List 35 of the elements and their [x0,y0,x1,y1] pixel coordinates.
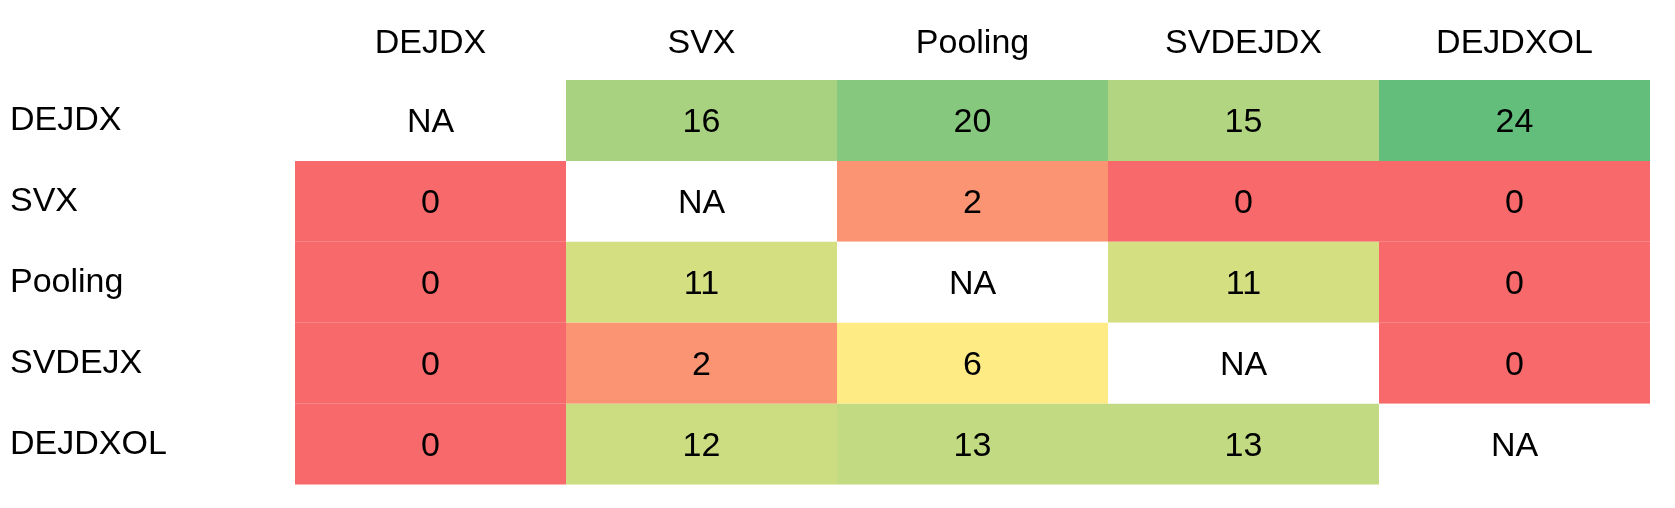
data-label: 0 [421,343,440,382]
data-label: 11 [1225,262,1262,301]
y-tick-label: SVX [10,179,79,218]
x-tick-label: DEJDX [374,21,487,60]
data-label: 13 [1224,424,1263,463]
text: NA [406,100,455,139]
data-label: 2 [692,343,711,382]
text: NA [1490,424,1539,463]
data-label: 0 [421,424,440,463]
data-label: 20 [953,100,992,139]
text: NA [1219,343,1268,382]
data-label: 0 [1505,262,1524,301]
text: NA [677,181,726,220]
data-label: 13 [953,424,992,463]
data-label: 0 [421,181,440,220]
data-label: 0 [421,262,440,301]
data-label: 11 [683,262,720,301]
data-label: 15 [1224,100,1263,139]
data-label: 2 [963,181,982,220]
y-tick-label: DEJDXOL [10,422,167,461]
data-label: 0 [1505,343,1524,382]
y-tick-label: Pooling [10,260,124,299]
x-tick-label: Pooling [915,21,1030,60]
data-label: 6 [963,343,982,382]
x-tick-label: SVX [667,21,736,60]
x-tick-label: DEJDXOL [1436,21,1593,60]
data-label: 12 [682,424,721,463]
data-label: 24 [1495,100,1534,139]
data-label: 0 [1505,181,1524,220]
y-tick-label: SVDEJX [10,341,143,380]
data-label: 16 [682,100,721,139]
x-tick-label: SVDEJDX [1165,21,1322,60]
data-label: 0 [1234,181,1253,220]
y-tick-label: DEJDX [10,98,122,137]
text: NA [948,262,997,301]
